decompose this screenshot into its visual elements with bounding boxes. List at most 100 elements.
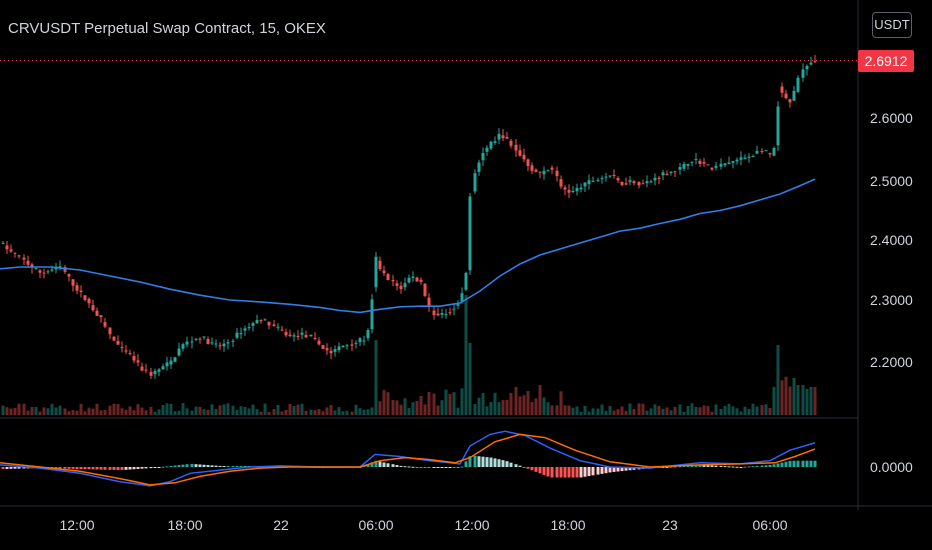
volume-bar — [292, 406, 296, 415]
histogram-bar — [682, 465, 686, 467]
volume-bar — [739, 411, 743, 415]
volume-bar — [247, 408, 251, 415]
candle-body — [604, 176, 608, 178]
volume-bar — [760, 405, 764, 415]
candle-body — [280, 329, 284, 331]
volume-bar — [71, 410, 75, 415]
macd-line — [0, 430, 816, 487]
candle-body — [801, 69, 805, 78]
histogram-bar — [608, 467, 612, 473]
candle-body — [22, 257, 26, 260]
candle-body — [690, 161, 694, 163]
candle-body — [95, 310, 99, 316]
volume-bar — [764, 404, 768, 415]
histogram-bar — [423, 467, 427, 468]
candle-body — [112, 336, 116, 341]
histogram-bar — [214, 465, 218, 467]
volume-bar — [473, 403, 477, 415]
candle-body — [776, 106, 780, 146]
volume-bar — [120, 408, 124, 415]
candle-body — [522, 154, 526, 160]
candle-body — [436, 313, 440, 316]
volume-bar — [190, 410, 194, 415]
histogram-bar — [542, 467, 546, 475]
histogram-bar — [526, 467, 530, 469]
volume-bar — [67, 411, 71, 415]
volume-bar — [181, 403, 185, 415]
candle-body — [333, 349, 337, 352]
volume-bar — [116, 404, 120, 415]
candle-body — [485, 147, 489, 152]
time-tick-label: 22 — [273, 517, 289, 533]
histogram-bar — [202, 464, 206, 467]
volume-bar — [637, 403, 641, 415]
histogram-bar — [91, 467, 95, 470]
candle-body — [509, 140, 513, 146]
volume-bar — [727, 403, 731, 415]
histogram-bar — [95, 467, 99, 470]
histogram-bar — [760, 465, 764, 467]
currency-unit-button[interactable]: USDT — [872, 12, 912, 38]
histogram-bar — [481, 456, 485, 467]
volume-bar — [710, 411, 714, 415]
histogram-bar — [444, 467, 448, 468]
volume-bar — [518, 396, 522, 415]
candle-body — [177, 348, 181, 356]
candle-body — [341, 345, 345, 348]
volume-bar — [157, 409, 161, 415]
candle-body — [448, 312, 452, 314]
candle-body — [226, 342, 230, 344]
volume-bar — [136, 404, 140, 415]
candle-body — [157, 369, 161, 372]
candle-body — [99, 315, 103, 318]
volume-bar — [366, 409, 370, 415]
candle-body — [9, 249, 13, 252]
volume-bar — [30, 406, 34, 415]
candle-body — [747, 156, 751, 158]
histogram-bar — [194, 464, 198, 467]
candle-body — [366, 330, 370, 339]
histogram-bar — [477, 456, 481, 467]
histogram-bar — [173, 465, 177, 467]
candle-body — [805, 65, 809, 70]
histogram-bar — [776, 463, 780, 467]
volume-bar — [628, 403, 632, 415]
volume-bar — [620, 406, 624, 415]
histogram-bar — [210, 465, 214, 467]
candle-body — [579, 187, 583, 190]
volume-bar — [805, 388, 809, 415]
histogram-bar — [63, 467, 67, 469]
candle-body — [452, 308, 456, 310]
candle-body — [764, 150, 768, 152]
histogram-bar — [755, 465, 759, 467]
volume-bar — [776, 345, 780, 415]
histogram-bar — [415, 467, 419, 468]
volume-bar — [350, 411, 354, 415]
volume-bar — [419, 395, 423, 415]
volume-bar — [267, 411, 271, 415]
volume-bar — [112, 403, 116, 415]
histogram-bar — [411, 466, 415, 468]
volume-bar — [296, 404, 300, 415]
volume-bar — [345, 410, 349, 415]
histogram-bar — [181, 464, 185, 467]
candle-body — [120, 347, 124, 349]
histogram-bar — [140, 467, 144, 469]
candle-body — [641, 183, 645, 185]
histogram-bar — [719, 465, 723, 467]
histogram-bar — [706, 465, 710, 467]
candle-body — [526, 159, 530, 167]
volume-bar — [226, 403, 230, 415]
volume-bar — [448, 394, 452, 415]
candle-body — [616, 178, 620, 181]
candle-body — [194, 338, 198, 340]
volume-bar — [427, 391, 431, 415]
candle-body — [567, 189, 571, 193]
volume-bar — [288, 403, 292, 415]
candle-body — [682, 163, 686, 169]
candle-body — [149, 372, 153, 376]
histogram-bar — [530, 467, 534, 471]
volume-bar — [411, 402, 415, 415]
candle-body — [87, 298, 91, 304]
